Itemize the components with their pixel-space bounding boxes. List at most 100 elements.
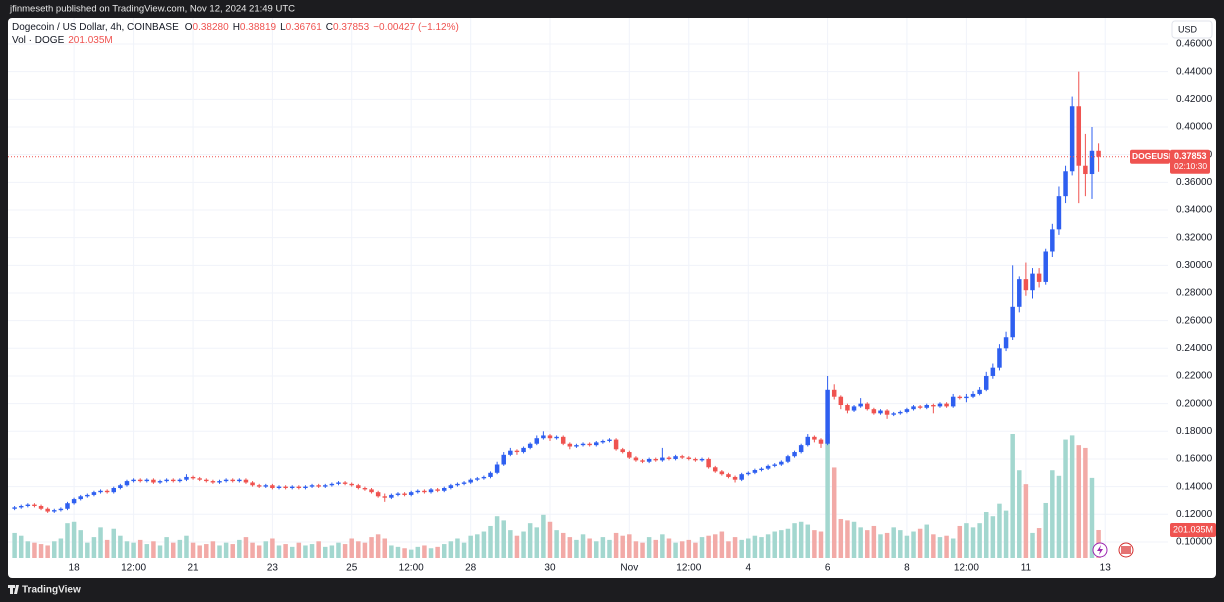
- candle-body: [931, 405, 936, 407]
- ohlc-letter: H: [233, 22, 240, 33]
- candle-body: [448, 485, 454, 489]
- candle-body: [408, 492, 414, 495]
- currency-box[interactable]: [1171, 20, 1213, 39]
- candle-body: [237, 479, 242, 482]
- candle-body: [534, 438, 540, 444]
- volume-bar: [640, 542, 645, 558]
- volume-bar: [547, 521, 553, 558]
- candle-body: [779, 461, 784, 465]
- y-tick-label: 0.32000: [1176, 232, 1213, 243]
- volume-bar: [673, 542, 678, 558]
- candle-body: [825, 389, 830, 444]
- volume-bar: [772, 531, 777, 558]
- candle-body: [990, 367, 996, 376]
- volume-bar: [230, 544, 235, 558]
- volume-bar: [389, 545, 394, 558]
- candle-body: [898, 411, 903, 414]
- candle-body: [686, 457, 692, 459]
- volume-bar: [746, 538, 751, 558]
- x-tick-label: 25: [346, 563, 358, 574]
- volume-tag-bg: [1170, 522, 1216, 537]
- x-tick-label: 11: [1021, 563, 1032, 574]
- volume-bar: [441, 544, 447, 558]
- volume-bar: [428, 548, 434, 558]
- candle-body: [712, 467, 718, 472]
- volume-bar: [613, 532, 619, 558]
- volume-bar: [243, 537, 249, 558]
- currency: USD: [1178, 24, 1198, 34]
- candle-body: [124, 481, 130, 486]
- candle-body: [362, 488, 368, 490]
- candle-body: [494, 464, 500, 473]
- candle-body: [98, 490, 103, 493]
- candle-body: [620, 449, 625, 453]
- candle-body: [937, 403, 943, 407]
- candle-body: [323, 485, 328, 487]
- candle-body: [891, 413, 896, 415]
- volume-bar: [408, 549, 414, 558]
- volume-bar: [924, 524, 929, 558]
- candle-body: [144, 479, 150, 482]
- candle-body: [250, 482, 255, 486]
- volume-bar: [838, 518, 844, 558]
- candle-body: [541, 435, 546, 439]
- candle-body: [369, 489, 374, 493]
- candle-body: [342, 482, 348, 484]
- candle-body: [666, 457, 672, 459]
- volume-bar: [983, 512, 989, 558]
- candle-body: [422, 490, 427, 493]
- volume-bar: [1036, 528, 1042, 558]
- candle-body: [91, 492, 97, 495]
- candle-body: [580, 443, 586, 446]
- volume-bar: [607, 539, 612, 558]
- volume-bar: [534, 527, 540, 558]
- volume-bar: [594, 541, 599, 558]
- volume-bar: [1010, 434, 1015, 558]
- volume-bar: [91, 537, 97, 558]
- volume-bar: [805, 524, 811, 558]
- volume-tag: 201.035M: [1173, 524, 1213, 534]
- y-tick-label: 0.30000: [1176, 260, 1213, 271]
- volume-bar: [851, 521, 857, 558]
- candle-body: [481, 476, 487, 479]
- volume-bar: [98, 527, 103, 558]
- volume-bar: [779, 530, 784, 558]
- price-tag-symbol: DOGEUSD: [1132, 151, 1175, 161]
- volume-bar: [475, 534, 480, 558]
- volume-bar: [494, 516, 500, 558]
- volume-bar: [957, 525, 963, 558]
- candle-body: [627, 452, 632, 458]
- candle-body: [785, 456, 791, 462]
- y-tick-label: 0.22000: [1176, 371, 1213, 382]
- candle-body: [415, 490, 421, 493]
- volume-bar: [554, 530, 559, 558]
- candle-body: [521, 447, 526, 453]
- volume-bar: [1089, 477, 1095, 558]
- candle-body: [726, 474, 731, 477]
- candle-body: [1096, 150, 1101, 157]
- candle-body: [131, 479, 136, 482]
- x-tick-label: 6: [825, 563, 831, 574]
- volume-bar: [521, 531, 526, 558]
- volume-bar: [415, 546, 421, 558]
- candle-body: [309, 485, 315, 487]
- volume-bar: [336, 542, 341, 558]
- candle-body: [157, 481, 163, 483]
- candle-body: [349, 483, 354, 486]
- y-tick-label: 0.42000: [1176, 94, 1213, 105]
- candle-body: [25, 504, 31, 506]
- volume-bar: [481, 531, 487, 558]
- volume-bar: [151, 541, 156, 558]
- candle-body: [1010, 306, 1015, 338]
- volume-bar: [1056, 475, 1062, 558]
- volume-bar: [71, 521, 77, 558]
- volume-bar: [329, 545, 335, 558]
- y-tick-label: 0.12000: [1176, 509, 1213, 520]
- volume-bar: [937, 537, 943, 558]
- volume-bar: [527, 523, 533, 558]
- y-tick-label: 0.10000: [1176, 537, 1213, 548]
- candle-body: [646, 458, 652, 462]
- volume-bar: [792, 523, 797, 558]
- candle-body: [501, 454, 506, 465]
- candle-body: [1043, 251, 1048, 282]
